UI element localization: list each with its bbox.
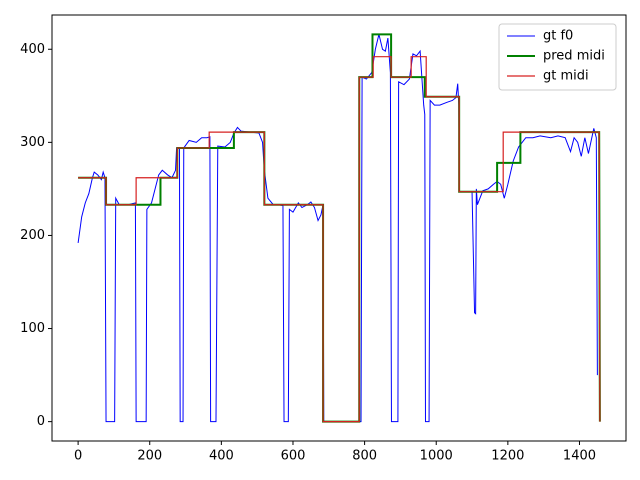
y-tick-label: 300 xyxy=(20,135,45,150)
x-tick-label: 200 xyxy=(137,449,162,464)
x-tick-label: 400 xyxy=(209,449,234,464)
legend-label: gt midi xyxy=(543,69,589,84)
x-tick-label: 0 xyxy=(74,449,82,464)
plot-frame xyxy=(51,14,627,442)
legend-label: gt f0 xyxy=(543,29,573,44)
y-tick-label: 200 xyxy=(20,228,45,243)
y-tick-label: 400 xyxy=(20,42,45,57)
x-tick-label: 1000 xyxy=(420,449,453,464)
x-tick-label: 1200 xyxy=(491,449,524,464)
y-tick-label: 0 xyxy=(37,414,45,429)
y-tick-label: 100 xyxy=(20,321,45,336)
x-tick-label: 1400 xyxy=(563,449,596,464)
line-series xyxy=(78,56,601,423)
legend-label: pred midi xyxy=(543,49,605,64)
x-tick-label: 800 xyxy=(352,449,377,464)
legend-box xyxy=(498,23,617,91)
line-series xyxy=(77,34,598,423)
x-tick-label: 600 xyxy=(281,449,306,464)
